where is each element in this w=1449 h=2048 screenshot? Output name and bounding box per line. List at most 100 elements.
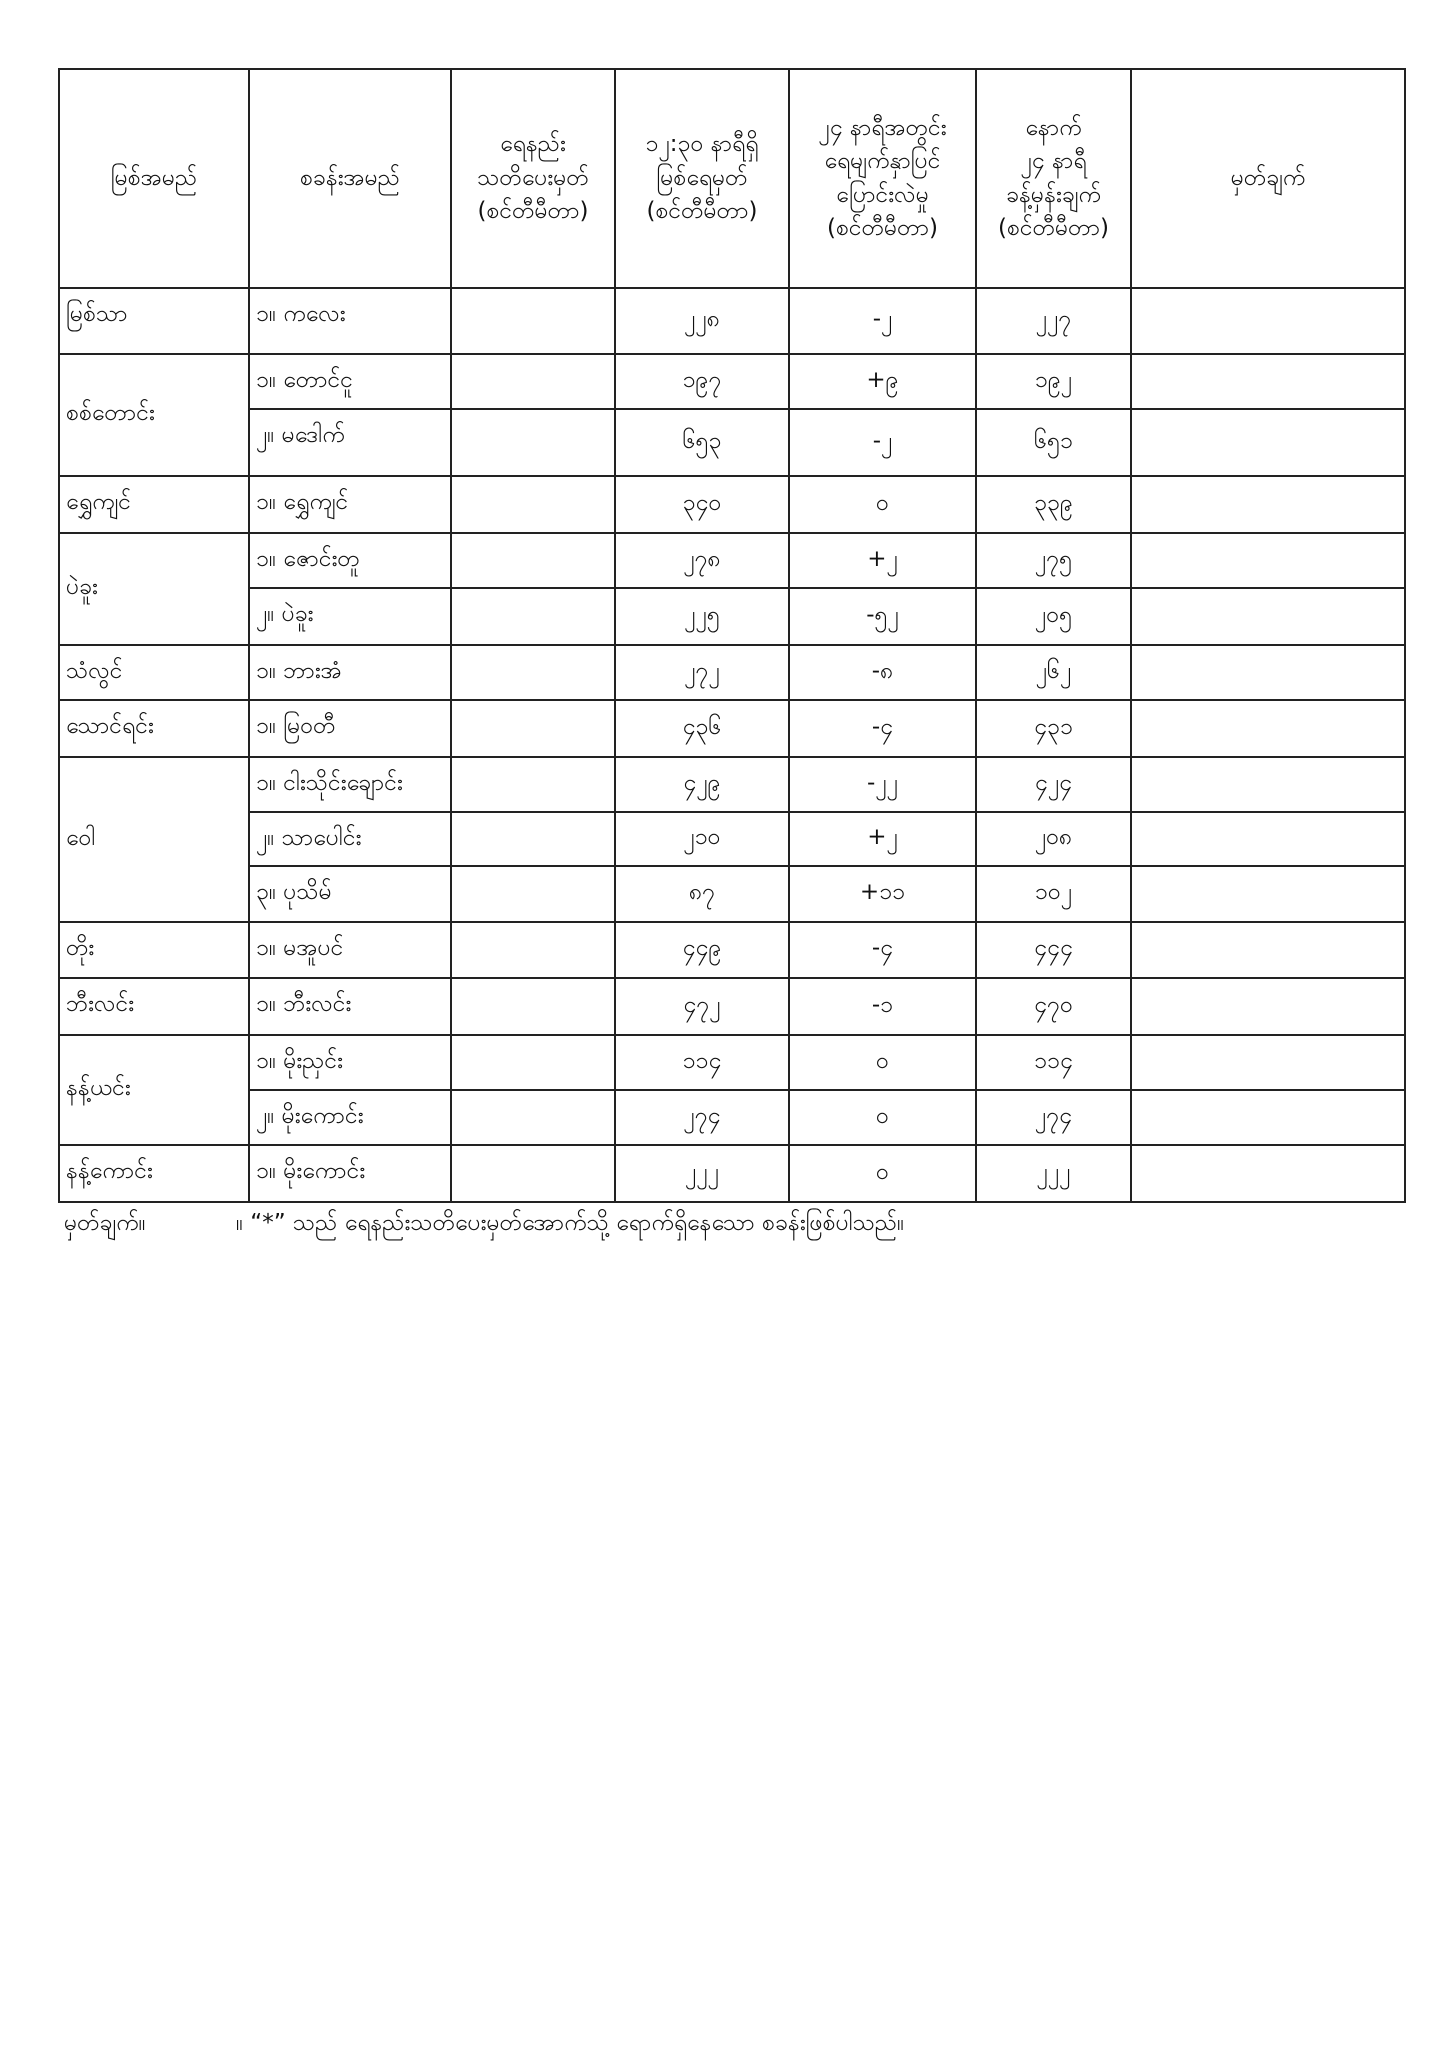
change-cell: +၂	[788, 532, 977, 589]
station-name-cell: ၂။ သာပေါင်း	[248, 811, 452, 867]
station-name-cell: ၁။ မိုးကောင်း	[248, 1144, 452, 1203]
low-warning-cell	[450, 1144, 616, 1203]
remark-cell	[1130, 532, 1406, 589]
forecast-cell: ၂၀၈	[975, 811, 1132, 867]
change-cell: ၀	[788, 1034, 977, 1091]
current-level-cell: ၄၄၉	[614, 921, 790, 979]
header-row: မြစ်အမည် စခန်းအမည် ရေနည်း သတိပေးမှတ် (စင…	[58, 68, 1406, 289]
low-warning-cell	[450, 587, 616, 646]
current-level-cell: ၁၉၇	[614, 353, 790, 410]
forecast-cell: ၄၃၁	[975, 699, 1132, 758]
station-name-cell: ၂။ မဒေါက်	[248, 408, 452, 477]
header-24h-forecast: နောက် ၂၄ နာရီ ခန့်မှန်းချက် (စင်တီမီတာ)	[975, 68, 1132, 289]
header-river-name: မြစ်အမည်	[58, 68, 250, 289]
river-name-cell: သံလွင်	[58, 644, 250, 701]
change-cell: -၄	[788, 921, 977, 979]
current-level-cell: ၂၁၀	[614, 811, 790, 867]
forecast-cell: ၁၉၂	[975, 353, 1132, 410]
remark-cell	[1130, 1144, 1406, 1203]
station-name-cell: ၁။ ရွှေကျင်	[248, 475, 452, 534]
remark-cell	[1130, 977, 1406, 1036]
station-name-cell: ၁။ ဘားအံ	[248, 644, 452, 701]
low-warning-cell	[450, 699, 616, 758]
low-warning-cell	[450, 977, 616, 1036]
table-row: နန့်ယင်း ၁။ မိုးညှင်း ၁၁၄၀၁၁၄	[58, 1034, 1406, 1146]
change-cell: -၂	[788, 408, 977, 477]
low-warning-cell	[450, 865, 616, 923]
table-row: တိုး ၁။ မအူပင် ၄၄၉ -၄ ၄၄၄	[58, 921, 1406, 979]
current-level-cell: ၄၃၆	[614, 699, 790, 758]
remark-cell	[1130, 756, 1406, 813]
change-cell: -၈	[788, 644, 977, 701]
station-name-cell: ၁။ ကလေး	[248, 287, 452, 355]
river-name-cell: နန့်ယင်း	[58, 1034, 250, 1146]
table-row: ၂။ မဒေါက် ၆၅၃ -၂ ၆၅၁	[59, 408, 1406, 477]
remark-cell	[1130, 587, 1406, 646]
low-warning-cell	[450, 532, 616, 589]
remark-cell	[1130, 475, 1406, 534]
current-level-cell: ၂၇၂	[614, 644, 790, 701]
low-warning-cell	[450, 1034, 616, 1091]
change-cell: ၀	[788, 1089, 977, 1146]
forecast-cell: ၁၁၄	[975, 1034, 1132, 1091]
river-name-cell: ဘီးလင်း	[58, 977, 250, 1036]
station-name-cell: ၁။ ဇောင်းတူ	[248, 532, 452, 589]
remark-cell	[1130, 408, 1406, 477]
station-name-cell: ၁။ ငါးသိုင်းချောင်း	[248, 756, 452, 813]
remark-cell	[1130, 811, 1406, 867]
station-name-cell: ၁။ မအူပင်	[248, 921, 452, 979]
river-name-cell: ပဲခူး	[58, 532, 250, 646]
remark-cell	[1130, 921, 1406, 979]
river-name-cell: စစ်တောင်း	[58, 353, 250, 477]
low-warning-cell	[450, 644, 616, 701]
station-name-cell: ၂။ ပဲခူး	[248, 587, 452, 646]
river-name-cell: တိုး	[58, 921, 250, 979]
remark-cell	[1130, 287, 1406, 355]
table-row: မြစ်သာ ၁။ ကလေး ၂၂၈ -၂ ၂၂၇	[58, 287, 1406, 355]
station-name-cell: ၂။ မိုးကောင်း	[248, 1089, 452, 1146]
forecast-cell: ၂၇၅	[975, 532, 1132, 589]
table-row: နန့်ကောင်း ၁။ မိုးကောင်း ၂၂၂၀၂၂၂	[58, 1144, 1406, 1203]
current-level-cell: ၂၂၂	[614, 1144, 790, 1203]
river-name-cell: ဝေါ	[58, 756, 250, 923]
low-warning-cell	[450, 1089, 616, 1146]
low-warning-cell	[450, 287, 616, 355]
forecast-cell: ၁၀၂	[975, 865, 1132, 923]
station-name-cell: ၁။ တောင်ငူ	[248, 353, 452, 410]
station-name-cell: ၁။ မြဝတီ	[248, 699, 452, 758]
forecast-cell: ၄၄၄	[975, 921, 1132, 979]
current-level-cell: ၂၇၈	[614, 532, 790, 589]
forecast-cell: ၂၂၂	[975, 1144, 1132, 1203]
low-warning-cell	[450, 475, 616, 534]
current-level-cell: ၁၁၄	[614, 1034, 790, 1091]
river-name-cell: မြစ်သာ	[58, 287, 250, 355]
change-cell: ၀	[788, 1144, 977, 1203]
forecast-cell: ၂၇၄	[975, 1089, 1132, 1146]
table-row: ၂။ သာပေါင်း ၂၁၀ +၂ ၂၀၈	[59, 811, 1406, 867]
river-level-table: မြစ်အမည် စခန်းအမည် ရေနည်း သတိပေးမှတ် (စင…	[58, 68, 1406, 1203]
footnote-label: မှတ်ချက်။	[64, 1210, 146, 1236]
forecast-cell: ၄၇၀	[975, 977, 1132, 1036]
current-level-cell: ၄၂၉	[614, 756, 790, 813]
low-warning-cell	[450, 353, 616, 410]
station-name-cell: ၃။ ပုသိမ်	[248, 865, 452, 923]
change-cell: +၂	[788, 811, 977, 867]
forecast-cell: ၂၀၅	[975, 587, 1132, 646]
table-row: ၂။ ပဲခူး ၂၂၅ -၅၂ ၂၀၅	[59, 587, 1406, 646]
remark-cell	[1130, 699, 1406, 758]
river-name-cell: ရွှေကျင်	[58, 475, 250, 534]
current-level-cell: ၂၂၅	[614, 587, 790, 646]
remark-cell	[1130, 1089, 1406, 1146]
change-cell: ၀	[788, 475, 977, 534]
change-cell: -၅၂	[788, 587, 977, 646]
table-row: သောင်ရင်း ၁။ မြဝတီ ၄၃၆ -၄ ၄၃၁	[58, 699, 1406, 758]
river-name-cell: သောင်ရင်း	[58, 699, 250, 758]
remark-cell	[1130, 865, 1406, 923]
low-warning-cell	[450, 756, 616, 813]
current-level-cell: ၂၂၈	[614, 287, 790, 355]
remark-cell	[1130, 644, 1406, 701]
header-current-level: ၁၂:၃၀ နာရီရှိ မြစ်ရေမှတ် (စင်တီမီတာ)	[614, 68, 790, 289]
header-low-warning-level: ရေနည်း သတိပေးမှတ် (စင်တီမီတာ)	[450, 68, 616, 289]
forecast-cell: ၄၂၄	[975, 756, 1132, 813]
station-name-cell: ၁။ ဘီးလင်း	[248, 977, 452, 1036]
